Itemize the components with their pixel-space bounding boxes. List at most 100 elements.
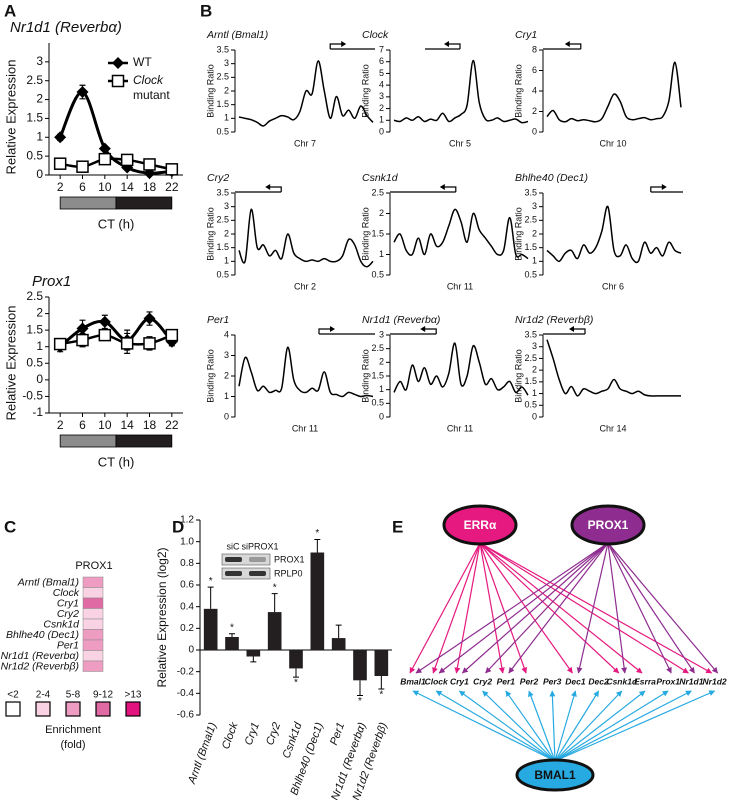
panel-label: C xyxy=(4,517,16,536)
profile-line xyxy=(546,61,682,123)
x-tick-label: 22 xyxy=(165,180,179,194)
legend-swatch xyxy=(65,701,81,717)
significance-mark: * xyxy=(315,528,319,539)
gene-track xyxy=(390,328,437,335)
y-tick-label: 3 xyxy=(224,58,229,68)
y-tick-label: 1 xyxy=(379,249,384,259)
regulation-edge xyxy=(607,542,695,674)
regulation-edge xyxy=(508,542,609,674)
legend-swatch xyxy=(95,701,111,717)
significance-mark: * xyxy=(273,582,277,593)
x-tick-label: Csnk1d xyxy=(281,720,305,760)
bar xyxy=(310,552,325,650)
y-tick-label: 2 xyxy=(379,208,384,218)
hub-edge xyxy=(554,690,577,762)
y-tick-label: 0.5 xyxy=(524,400,537,410)
row-label: Bhlhe40 (Dec1) xyxy=(6,629,79,641)
y-tick-label: 6 xyxy=(379,56,384,66)
point-marker xyxy=(165,163,179,176)
x-axis-label: Chr 7 xyxy=(294,138,316,148)
regulation-edge xyxy=(479,542,528,674)
bar xyxy=(289,650,303,669)
panel-label: A xyxy=(4,1,16,20)
gene-node: Prox1 xyxy=(656,676,680,686)
y-tick-label: 6 xyxy=(532,65,537,75)
y-axis-label: Binding Ratio xyxy=(205,349,215,403)
point-marker xyxy=(76,333,89,347)
regulation-edge xyxy=(479,542,620,674)
tss-arrowhead xyxy=(439,184,445,190)
x-axis-label: Chr 14 xyxy=(599,423,626,433)
y-tick-label: 1.5 xyxy=(26,111,43,125)
x-axis-label: Chr 11 xyxy=(292,423,318,433)
row-label: Arntl (Bmal1) xyxy=(17,576,79,588)
gene-track xyxy=(390,186,457,193)
y-tick-label: 1 xyxy=(379,384,384,394)
legend-label: 5-8 xyxy=(66,690,81,701)
point-marker xyxy=(53,157,67,170)
y-axis-label: Binding Ratio xyxy=(513,207,523,261)
tss-arrowhead xyxy=(420,326,426,332)
y-tick-label: 0 xyxy=(224,411,229,421)
x-axis-label: CT (h) xyxy=(98,454,135,469)
y-tick-label: 0 xyxy=(532,126,537,136)
regulation-edge xyxy=(607,542,628,674)
bar xyxy=(246,650,261,657)
tss-arrowhead xyxy=(265,184,271,190)
y-tick-label: 0.5 xyxy=(371,398,384,408)
chart-title: Nr1d2 (Reverbβ) xyxy=(515,314,593,326)
y-tick-label: 0 xyxy=(379,411,384,421)
point-marker xyxy=(54,131,67,144)
y-tick-label: 1.5 xyxy=(26,322,43,336)
error-bar xyxy=(207,586,214,609)
tss-arrowhead xyxy=(330,326,335,332)
y-tick-label: -1 xyxy=(32,405,43,419)
y-tick-label: 3 xyxy=(379,329,384,339)
gene-track xyxy=(318,328,375,335)
point-marker xyxy=(98,152,112,166)
profile-line xyxy=(546,205,682,264)
panel-label: B xyxy=(200,1,212,20)
chart-title: Bhlhe40 (Dec1) xyxy=(515,172,588,184)
y-tick-label: 2.5 xyxy=(26,289,43,303)
y-tick-label: 7 xyxy=(379,44,384,54)
x-axis-label: Chr 10 xyxy=(599,138,626,148)
y-tick-label: 1 xyxy=(532,388,537,398)
regulation-edge xyxy=(432,542,481,674)
blot-lane-label: siPROX1 xyxy=(241,541,278,551)
y-axis-label: Binding Ratio xyxy=(205,207,215,261)
x-tick-label: 10 xyxy=(98,180,112,194)
significance-mark: * xyxy=(230,622,234,633)
panel-label: D xyxy=(172,517,184,536)
y-tick-label: 3 xyxy=(532,201,537,211)
row-label: Cry1 xyxy=(57,597,79,609)
y-tick-label: 2 xyxy=(532,365,537,375)
hub-edge xyxy=(505,690,556,762)
hub-edge xyxy=(554,690,716,762)
chart-title: Cry1 xyxy=(515,29,537,41)
gene-track xyxy=(425,43,461,50)
y-tick-label: 1.5 xyxy=(524,376,537,386)
gene-node: Nr1d1 xyxy=(679,676,703,686)
x-tick-label: 18 xyxy=(143,418,157,432)
y-tick-label: 2 xyxy=(36,92,43,106)
y-tick-label: -0.5 xyxy=(22,389,43,403)
y-tick-label: 1.0 xyxy=(180,536,194,547)
error-bar xyxy=(250,656,257,663)
y-axis-label: Relative Expression (log2) xyxy=(155,547,169,687)
x-axis-label: CT (h) xyxy=(98,216,135,231)
x-tick-label: 2 xyxy=(57,418,64,432)
y-tick-label: 1.5 xyxy=(524,242,537,252)
legend-label: 2-4 xyxy=(36,690,51,701)
hub-edge xyxy=(554,690,692,762)
point-marker xyxy=(120,153,134,167)
y-axis-label: Binding Ratio xyxy=(360,207,370,261)
profile-line xyxy=(393,342,529,396)
x-axis-label: Chr 6 xyxy=(602,281,624,291)
regulation-edge xyxy=(454,542,481,674)
point-marker xyxy=(98,142,111,155)
y-axis-label: Relative Expression xyxy=(3,60,18,175)
x-tick-label: 10 xyxy=(98,418,112,432)
y-tick-label: 3 xyxy=(36,54,43,68)
y-tick-label: 0.8 xyxy=(180,558,194,569)
